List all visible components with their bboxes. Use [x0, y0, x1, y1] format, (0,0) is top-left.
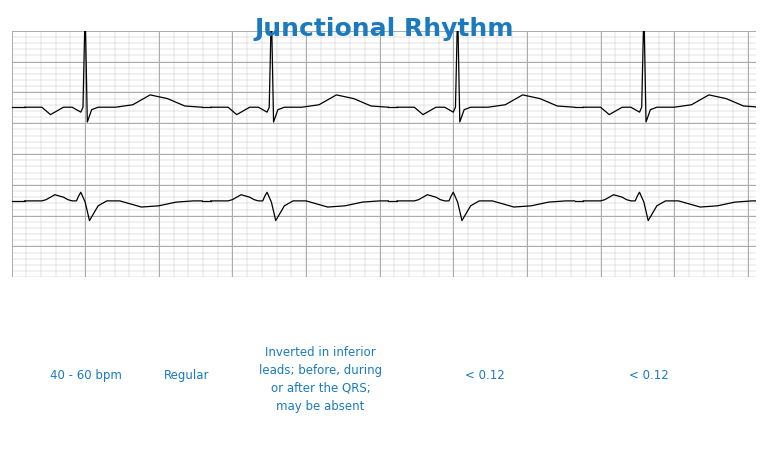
Text: Regular: Regular: [164, 369, 210, 382]
Text: 40 - 60 bpm: 40 - 60 bpm: [50, 369, 122, 382]
Text: P Wave: P Wave: [293, 303, 348, 316]
Text: < 0.12: < 0.12: [628, 369, 668, 382]
Text: Junctional Rhythm: Junctional Rhythm: [254, 17, 514, 41]
Text: (in seconds): (in seconds): [451, 317, 518, 328]
Text: Heart Rate: Heart Rate: [45, 303, 127, 316]
Text: < 0.12: < 0.12: [465, 369, 505, 382]
Text: Rhythm: Rhythm: [157, 303, 215, 316]
Text: Inverted in inferior
leads; before, during
or after the QRS;
may be absent: Inverted in inferior leads; before, duri…: [259, 346, 382, 413]
Text: QRS: QRS: [633, 294, 664, 307]
Text: PR Interval: PR Interval: [443, 294, 526, 307]
Text: (in seconds): (in seconds): [614, 317, 683, 328]
